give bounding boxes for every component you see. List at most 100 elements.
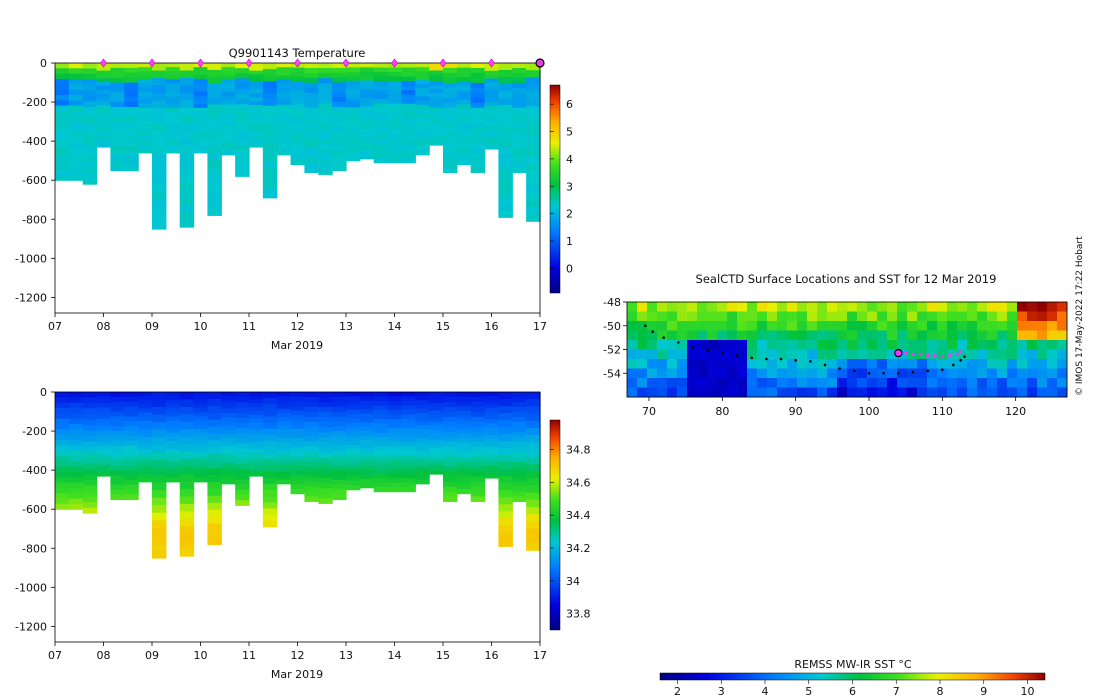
sst-cell <box>747 302 758 312</box>
profile-cell <box>526 514 541 523</box>
sst-cell <box>807 311 818 322</box>
profile-cell <box>429 421 444 427</box>
profile-cell <box>179 63 195 72</box>
profile-cell <box>235 109 250 116</box>
profile-cell <box>346 94 361 100</box>
sst-cell <box>667 340 678 350</box>
sst-cell <box>997 321 1008 331</box>
profile-cell <box>193 441 209 446</box>
profile-cell <box>82 173 98 180</box>
profile-cell <box>193 128 209 134</box>
profile-cell <box>470 167 486 173</box>
profile-cell <box>401 149 416 155</box>
sst-cell <box>927 330 938 341</box>
sst-cell <box>667 349 678 360</box>
profile-cell <box>221 104 236 110</box>
y-tick-label: -600 <box>22 503 47 516</box>
profile-cell <box>415 392 430 397</box>
profile-cell <box>415 67 430 72</box>
profile-cell <box>235 114 250 121</box>
profile-cell <box>456 123 472 129</box>
profile-cell <box>276 138 292 143</box>
sst-cell <box>827 368 838 379</box>
profile-cell <box>55 477 70 484</box>
profile-cell <box>429 455 444 460</box>
profile-cell <box>304 167 319 173</box>
profile-cell <box>387 450 403 456</box>
sst-cell <box>847 302 858 312</box>
profile-cell <box>55 121 70 128</box>
profile-cell <box>526 543 541 551</box>
profile-cell <box>221 417 236 422</box>
profile-cell <box>332 82 347 89</box>
profile-cell <box>526 149 541 158</box>
profile-cell <box>443 401 458 408</box>
profile-cell <box>249 437 264 443</box>
profile-cell <box>179 167 195 176</box>
track-point <box>721 351 724 355</box>
sst-cell <box>967 378 978 388</box>
profile-cell <box>138 457 153 463</box>
profile-cell <box>512 451 527 458</box>
profile-cell <box>359 465 375 471</box>
profile-cell <box>110 126 125 132</box>
profile-cell <box>512 426 527 433</box>
profile-cell <box>262 99 278 107</box>
profile-cell <box>498 168 513 176</box>
sst-cell <box>977 387 988 398</box>
sst-cell <box>907 340 918 350</box>
profile-cell <box>484 427 500 432</box>
profile-cell <box>290 410 306 416</box>
profile-cell <box>318 108 333 115</box>
sst-cell <box>737 368 748 379</box>
sst-cell <box>707 359 718 369</box>
sst-colorbar-tick-label: 8 <box>937 685 944 698</box>
profile-cell <box>443 441 458 448</box>
profile-cell <box>346 436 361 442</box>
sst-cell <box>1027 311 1038 322</box>
profile-cell <box>346 76 361 82</box>
sst-cell <box>647 368 658 379</box>
sst-cell <box>1017 340 1028 350</box>
profile-cell <box>110 460 125 466</box>
profile-cell <box>152 221 167 230</box>
profile-cell <box>152 93 167 102</box>
sst-cell <box>747 340 758 350</box>
profile-cell <box>484 458 500 463</box>
profile-cell <box>262 447 278 454</box>
sst-cell <box>697 330 708 341</box>
profile-cell <box>55 503 70 510</box>
profile-cell <box>526 98 541 107</box>
profile-cell <box>290 141 306 147</box>
profile-cell <box>526 70 541 78</box>
sst-cell <box>887 368 898 379</box>
profile-cell <box>207 488 222 497</box>
sst-cell <box>737 359 748 369</box>
profile-cell <box>193 404 209 409</box>
sst-cell <box>637 340 648 350</box>
sst-cell <box>1037 311 1048 322</box>
colorbar-tick-label: 34.4 <box>566 509 591 522</box>
sst-cell <box>677 321 688 331</box>
profile-cell <box>443 496 458 502</box>
profile-cell <box>373 90 389 96</box>
sst-cell <box>877 330 888 341</box>
profile-cell <box>318 478 333 484</box>
sst-cell <box>837 359 848 369</box>
sst-cell <box>777 359 788 369</box>
profile-cell <box>110 165 125 172</box>
sst-cell <box>677 349 688 360</box>
sst-cell <box>707 321 718 331</box>
profile-cell <box>262 105 278 113</box>
profile-cell <box>526 392 541 400</box>
profile-cell <box>152 490 167 499</box>
profile-cell <box>68 487 84 494</box>
profile-cell <box>262 483 278 491</box>
sst-cell <box>697 321 708 331</box>
profile-cell <box>124 406 139 413</box>
sst-cell <box>807 340 818 350</box>
profile-cell <box>429 466 444 471</box>
sst-cell <box>647 359 658 369</box>
sst-cell <box>997 378 1008 388</box>
sst-cell <box>847 311 858 322</box>
